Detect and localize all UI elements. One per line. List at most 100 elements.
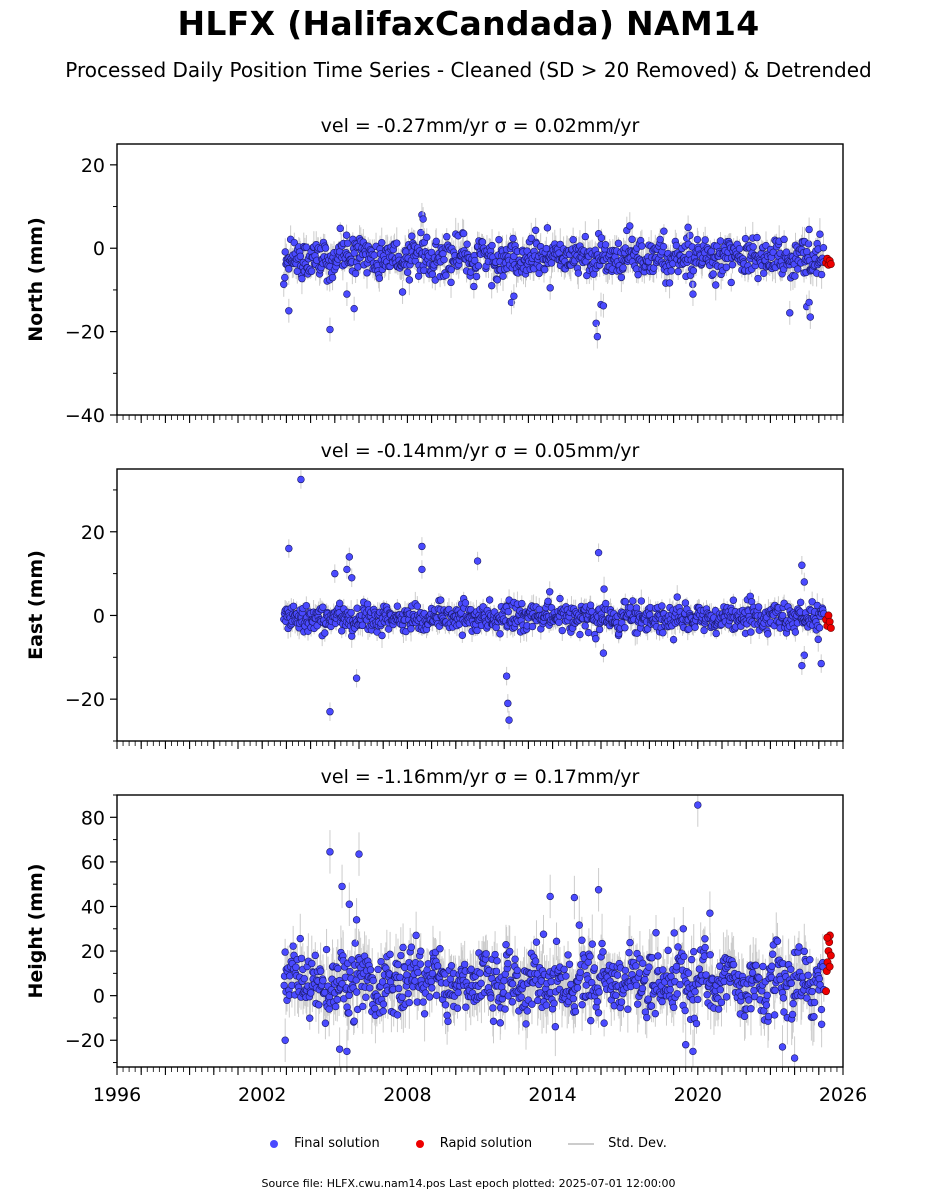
panel-title-north: vel = -0.27mm/yr σ = 0.02mm/yr — [321, 115, 640, 137]
plot-frame-north — [116, 143, 844, 416]
final-point — [458, 631, 467, 639]
final-point — [722, 263, 731, 272]
final-point — [760, 269, 768, 277]
final-point — [432, 237, 440, 246]
final-point — [667, 267, 675, 275]
final-point-outlier — [599, 302, 608, 310]
final-point-outlier — [398, 288, 407, 296]
final-point-outlier — [592, 319, 600, 327]
final-point — [485, 596, 494, 604]
final-point — [656, 235, 664, 244]
final-point — [528, 622, 537, 631]
final-point — [693, 235, 702, 244]
panel-north: vel = -0.27mm/yr σ = 0.02mm/yr North (mm)… — [25, 115, 844, 427]
final-point — [308, 959, 316, 968]
final-point — [290, 238, 299, 247]
final-point-outlier — [806, 313, 815, 321]
y-tick-label: −20 — [65, 322, 105, 344]
final-point — [300, 974, 308, 983]
final-point — [626, 222, 634, 230]
final-point — [729, 596, 738, 604]
final-point — [595, 625, 604, 634]
final-point — [393, 239, 401, 247]
rapid-point — [824, 611, 833, 620]
final-point — [735, 245, 744, 253]
final-point — [307, 989, 315, 997]
final-point-outlier — [507, 298, 516, 307]
final-point — [496, 630, 504, 638]
final-point-outlier — [343, 290, 351, 298]
final-point — [478, 238, 487, 246]
final-point — [709, 270, 717, 278]
final-point-outlier — [786, 309, 794, 317]
rapid-solution-points-north — [822, 254, 835, 269]
final-point-outlier — [326, 325, 334, 334]
final-point — [343, 239, 352, 247]
final-point — [370, 251, 378, 259]
final-point — [794, 265, 802, 273]
final-point — [780, 235, 788, 244]
final-point — [413, 602, 422, 610]
final-point-outlier — [599, 649, 608, 657]
final-point — [581, 622, 589, 630]
final-point — [669, 635, 678, 644]
final-point — [569, 236, 577, 244]
final-point — [311, 951, 319, 960]
final-point-outlier — [505, 716, 513, 724]
final-point-outlier — [817, 659, 825, 668]
final-point — [336, 224, 344, 233]
final-point — [350, 249, 358, 257]
final-point-outlier — [348, 574, 356, 582]
final-point — [289, 602, 298, 611]
final-point — [747, 628, 755, 636]
final-point — [716, 237, 725, 245]
final-point — [470, 282, 478, 291]
final-point — [791, 272, 799, 280]
y-tick-label: −20 — [65, 689, 105, 711]
final-point — [816, 230, 824, 238]
final-point — [378, 631, 386, 640]
final-point — [658, 602, 666, 610]
rapid-point — [827, 624, 835, 632]
final-point — [351, 269, 360, 278]
final-point — [597, 234, 606, 242]
final-point — [544, 597, 552, 606]
final-point-outlier — [350, 304, 358, 313]
final-point — [814, 635, 822, 644]
final-point — [285, 265, 293, 273]
final-point — [689, 267, 698, 275]
final-point — [428, 270, 437, 279]
final-point — [819, 244, 828, 252]
final-point — [803, 247, 811, 256]
final-point — [335, 599, 344, 608]
final-point — [463, 240, 471, 248]
final-point — [321, 629, 329, 637]
final-point — [393, 602, 402, 610]
final-point — [375, 274, 384, 282]
final-point — [358, 621, 367, 629]
final-point-outlier — [800, 578, 808, 586]
final-point — [707, 247, 716, 255]
panel-title-height: vel = -1.16mm/yr σ = 0.17mm/yr — [321, 766, 640, 788]
final-point — [614, 239, 623, 248]
final-point — [321, 244, 330, 252]
final-point — [584, 628, 593, 637]
y-tick-label: 0 — [93, 605, 105, 627]
final-point — [727, 278, 735, 287]
final-solution-points-height — [280, 921, 828, 1031]
final-point — [363, 269, 371, 277]
final-point — [302, 601, 311, 610]
final-point — [815, 624, 824, 632]
final-point — [621, 624, 629, 632]
final-point — [461, 599, 470, 607]
final-point — [665, 279, 674, 287]
final-point — [619, 264, 627, 272]
final-solution-points-north — [280, 222, 828, 291]
final-point — [488, 241, 496, 250]
final-point — [540, 265, 549, 274]
panel-title-east: vel = -0.14mm/yr σ = 0.05mm/yr — [321, 440, 640, 462]
final-point — [791, 628, 800, 636]
final-point — [342, 231, 351, 239]
final-point — [600, 585, 608, 593]
